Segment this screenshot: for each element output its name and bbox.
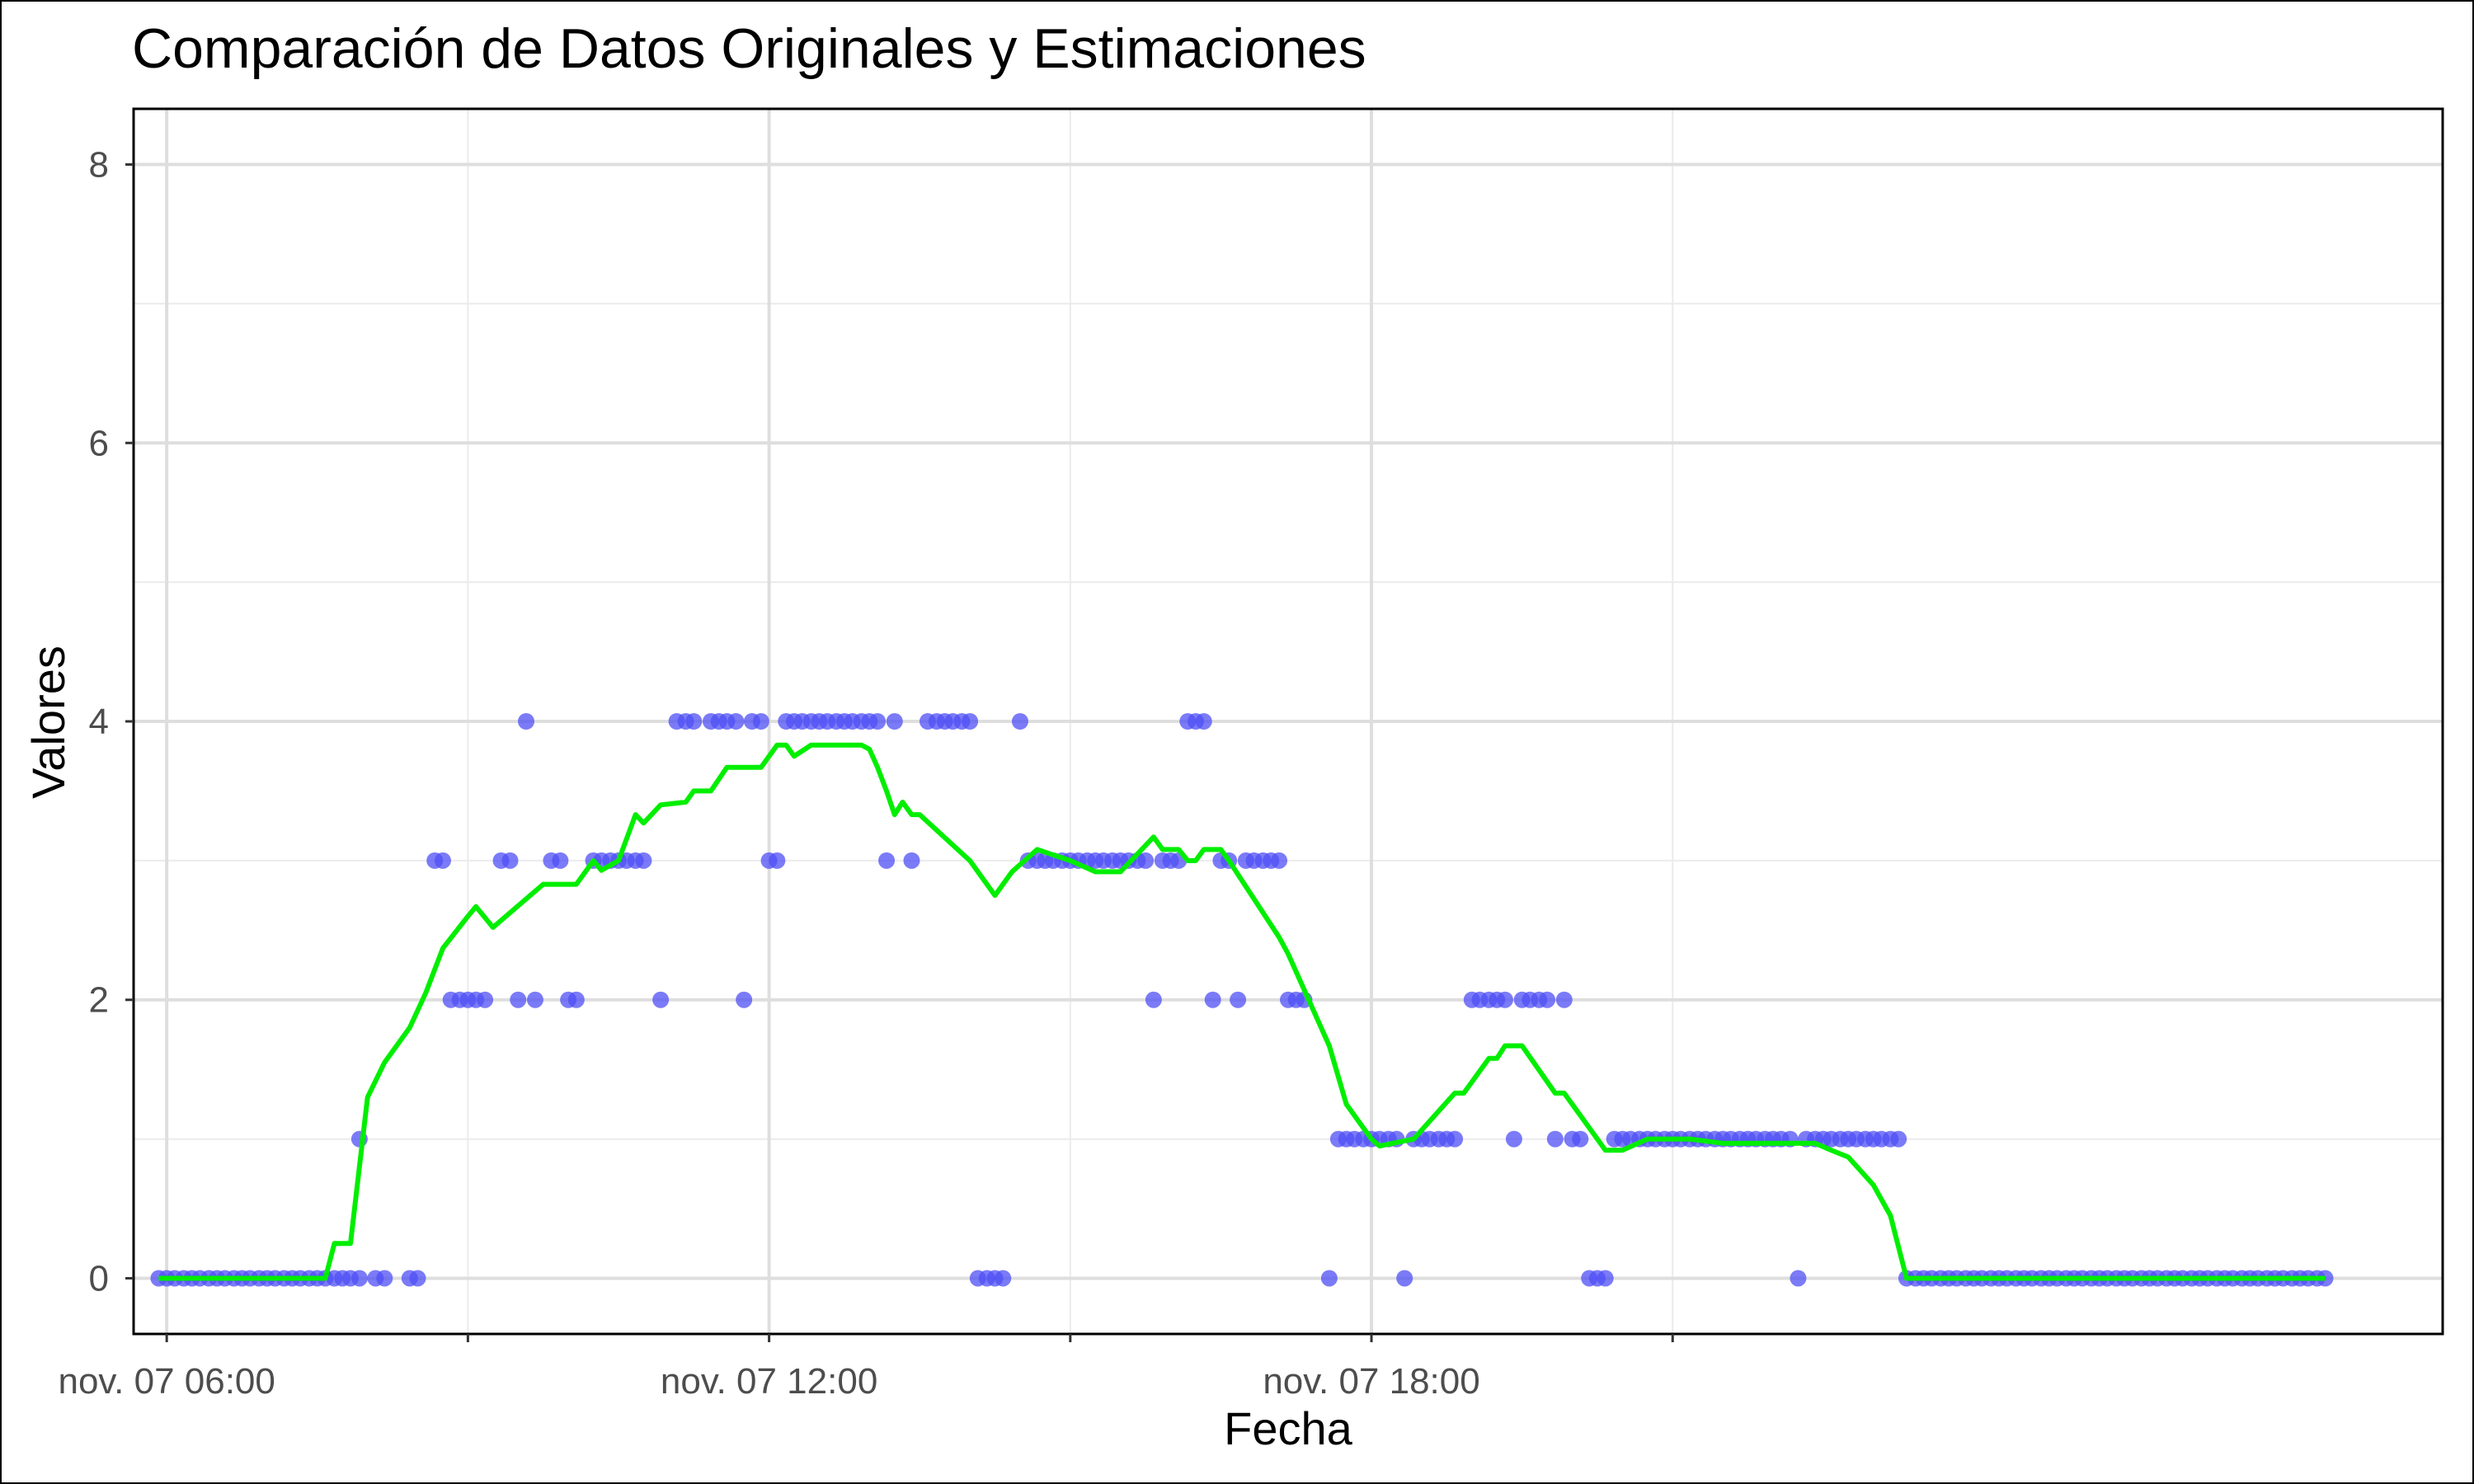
data-point (769, 852, 786, 869)
data-point (1137, 852, 1155, 869)
x-tick-label: nov. 07 18:00 (1263, 1361, 1479, 1402)
data-point (1572, 1130, 1589, 1148)
data-point (652, 991, 670, 1008)
data-point (685, 713, 703, 730)
data-point (518, 713, 534, 730)
data-point (1230, 991, 1247, 1008)
data-point (1271, 852, 1288, 869)
data-point (1597, 1270, 1614, 1287)
data-point (409, 1270, 426, 1287)
data-point (736, 991, 753, 1008)
x-axis-ticks: nov. 07 06:00 nov. 07 12:00 nov. 07 18:00 (58, 1334, 1674, 1402)
data-point (1446, 1130, 1464, 1148)
y-axis-title: Valores (22, 646, 74, 799)
data-point (1145, 991, 1162, 1008)
y-tick-label: 4 (89, 702, 109, 742)
data-point (376, 1270, 393, 1287)
data-point (995, 1270, 1012, 1287)
data-point (1204, 991, 1221, 1008)
data-point (727, 713, 745, 730)
chart-title: Comparación de Datos Originales y Estima… (132, 17, 1366, 80)
data-point (1496, 991, 1513, 1008)
data-point (510, 991, 527, 1008)
y-tick-label: 8 (89, 145, 109, 186)
data-point (1396, 1270, 1413, 1287)
data-point (878, 852, 896, 869)
data-point (1505, 1130, 1522, 1148)
data-point (1320, 1270, 1338, 1287)
data-point (752, 713, 769, 730)
y-axis-ticks: 0 2 4 6 8 (89, 145, 134, 1298)
y-tick-label: 6 (89, 423, 109, 463)
data-point (1195, 713, 1212, 730)
data-point (886, 713, 903, 730)
data-point (635, 852, 652, 869)
data-point (1790, 1270, 1807, 1287)
data-point (869, 713, 887, 730)
data-point (1011, 713, 1028, 730)
data-point (1890, 1130, 1907, 1148)
data-point (434, 852, 451, 869)
x-tick-label: nov. 07 06:00 (58, 1361, 275, 1402)
data-point (350, 1270, 368, 1287)
x-tick-label: nov. 07 12:00 (661, 1361, 877, 1402)
data-point (1555, 991, 1573, 1008)
data-point (477, 991, 494, 1008)
estimation-line-layer (158, 742, 2326, 1281)
estimation-line (158, 742, 2326, 1281)
y-tick-label: 0 (89, 1258, 109, 1298)
data-point (567, 991, 585, 1008)
x-axis-title: Fecha (1224, 1402, 1352, 1454)
data-point (903, 852, 920, 869)
data-point (526, 991, 543, 1008)
y-tick-label: 2 (89, 980, 109, 1021)
data-point (552, 852, 569, 869)
data-point (501, 852, 519, 869)
data-point (1539, 991, 1556, 1008)
data-point (962, 713, 979, 730)
data-point (1546, 1130, 1564, 1148)
